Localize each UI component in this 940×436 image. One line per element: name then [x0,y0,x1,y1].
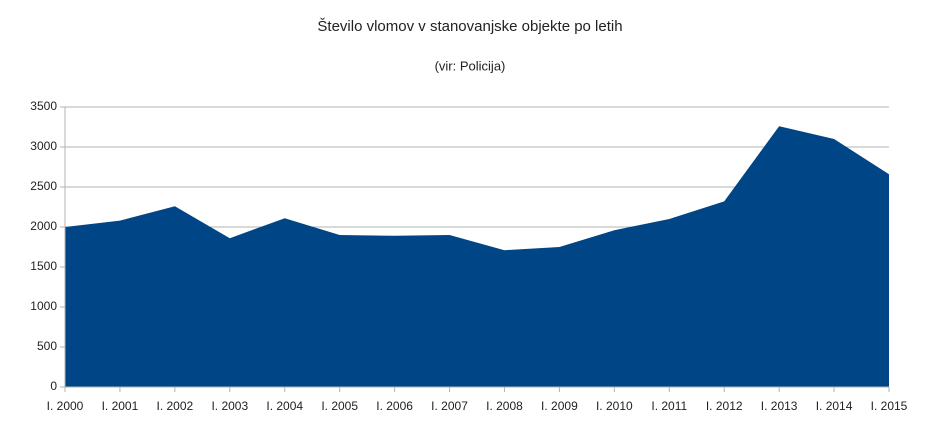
y-tick-label: 3000 [30,139,57,153]
x-tick-label: I. 2000 [47,399,84,413]
x-tick-label: I. 2002 [157,399,194,413]
y-tick-label: 0 [50,379,57,393]
y-tick-label: 2500 [30,179,57,193]
chart-subtitle: (vir: Policija) [435,58,506,73]
y-tick-label: 2000 [30,219,57,233]
x-tick-label: I. 2001 [102,399,139,413]
x-tick-label: I. 2006 [376,399,413,413]
y-tick-label: 1000 [30,299,57,313]
x-tick-label: I. 2015 [871,399,908,413]
y-tick-label: 1500 [30,259,57,273]
x-tick-label: I. 2013 [761,399,798,413]
x-tick-label: I. 2005 [321,399,358,413]
x-tick-label: I. 2007 [431,399,468,413]
y-tick-label: 3500 [30,99,57,113]
chart-title: Število vlomov v stanovanjske objekte po… [317,18,622,35]
x-tick-label: I. 2014 [816,399,853,413]
area [65,126,889,387]
y-tick-label: 500 [37,339,57,353]
x-tick-label: I. 2009 [541,399,578,413]
x-tick-label: I. 2011 [651,399,687,413]
x-tick-label: I. 2012 [706,399,743,413]
x-tick-label: I. 2003 [211,399,248,413]
x-tick-label: I. 2004 [266,399,303,413]
x-tick-label: I. 2008 [486,399,523,413]
x-tick-label: I. 2010 [596,399,633,413]
